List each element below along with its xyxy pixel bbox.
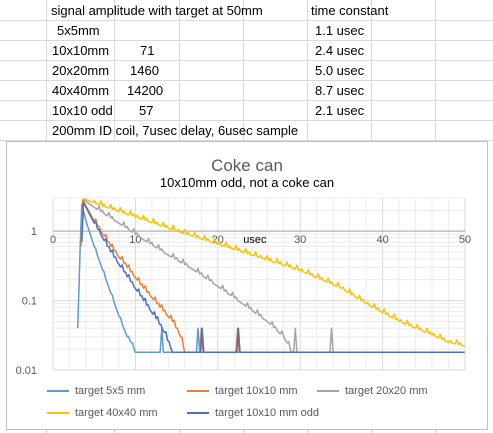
grid-row-line: [0, 20, 493, 21]
legend-swatch: [47, 412, 69, 414]
y-tick-label: 1: [31, 226, 37, 238]
legend-item[interactable]: target 5x5 mm: [47, 385, 145, 397]
row-label[interactable]: 10x10 odd: [52, 103, 113, 118]
x-tick-label: 30: [294, 234, 306, 246]
grid-row-line: [0, 40, 493, 41]
legend-label: target 20x20 mm: [345, 385, 428, 397]
grid-row-line: [0, 60, 493, 61]
x-tick-label: 20: [212, 234, 224, 246]
row-time[interactable]: 2.4 usec: [315, 43, 365, 58]
legend-item[interactable]: target 20x20 mm: [317, 385, 428, 397]
x-tick-label: 50: [459, 234, 471, 246]
grid-row-line: [0, 80, 493, 81]
series-line: [81, 201, 465, 354]
header-time-constant[interactable]: time constant: [311, 3, 389, 18]
legend-label: target 40x40 mm: [75, 407, 158, 419]
row-time[interactable]: 8.7 usec: [315, 83, 365, 98]
row-time[interactable]: 5.0 usec: [315, 63, 365, 78]
series-line: [80, 199, 465, 354]
row-label[interactable]: 5x5mm: [57, 23, 100, 38]
chart[interactable]: Coke can 10x10mm odd, not a coke can 0 10…: [6, 141, 488, 430]
row-label[interactable]: 10x10mm: [52, 43, 110, 58]
legend-item[interactable]: target 10x10 mm odd: [187, 407, 319, 419]
note-cell[interactable]: 200mm ID coil, 7usec delay, 6usec sample: [52, 123, 299, 138]
legend-swatch: [187, 412, 209, 414]
row-time[interactable]: 1.1 usec: [315, 23, 365, 38]
chart-subtitle: 10x10mm odd, not a coke can: [159, 175, 335, 190]
grid-row-line: [0, 100, 493, 101]
row-value[interactable]: 57: [139, 103, 154, 118]
x-tick-label: 40: [376, 234, 388, 246]
header-signal-amplitude[interactable]: signal amplitude with target at 50mm: [51, 3, 263, 18]
plot-area: 0 10 20 30 40 50 usec 1 0.1 0.01: [16, 197, 471, 377]
x-tick-label: 0: [50, 234, 56, 246]
series-line: [82, 198, 465, 354]
legend-swatch: [187, 390, 209, 392]
y-tick-label: 0.01: [16, 365, 37, 377]
grid-row-line: [0, 140, 493, 141]
row-label[interactable]: 20x20mm: [52, 63, 110, 78]
legend-item[interactable]: target 10x10 mm: [187, 385, 298, 397]
row-time[interactable]: 2.1 usec: [315, 103, 365, 118]
x-axis-label: usec: [243, 234, 267, 246]
row-value[interactable]: 14200: [127, 83, 164, 98]
legend-item[interactable]: target 40x40 mm: [47, 407, 158, 419]
chart-title: Coke can: [211, 156, 283, 175]
y-tick-label: 0.1: [22, 296, 37, 308]
legend-label: target 10x10 mm odd: [215, 407, 319, 419]
row-label[interactable]: 40x40mm: [52, 83, 110, 98]
series-line: [83, 197, 466, 347]
legend-swatch: [317, 390, 339, 392]
grid-row-line: [0, 120, 493, 121]
row-value[interactable]: 1460: [130, 63, 159, 78]
x-tick-label: 10: [129, 234, 141, 246]
row-value[interactable]: 71: [140, 43, 155, 58]
legend-label: target 10x10 mm: [215, 385, 298, 397]
legend-swatch: [47, 390, 69, 392]
legend-label: target 5x5 mm: [75, 385, 146, 397]
